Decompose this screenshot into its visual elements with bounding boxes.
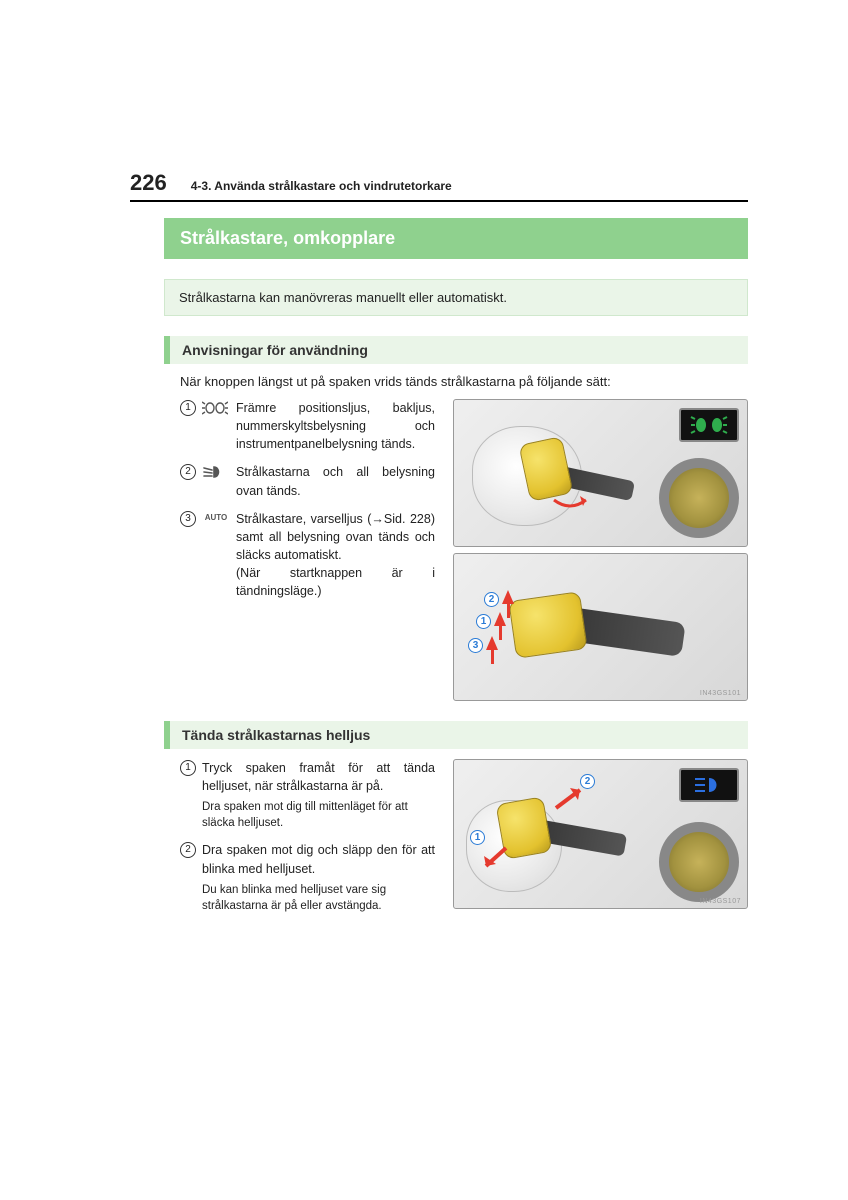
step-number-2: 2	[180, 842, 196, 858]
figure-stalk-positions: 2 1 3 IN43GS101	[453, 553, 748, 701]
section-title-bar: Strålkastare, omkopplare	[164, 218, 748, 259]
arrow-up-icon	[486, 636, 498, 650]
intro-box: Strålkastarna kan manövreras manuellt el…	[164, 279, 748, 316]
rotate-arrow-icon	[550, 486, 590, 510]
item-text: Tryck spaken framåt för att tända hellju…	[202, 759, 435, 795]
arrow-line	[499, 626, 502, 640]
step-number-3: 3	[180, 511, 196, 527]
figure-code: IN43GS107	[700, 898, 741, 905]
figure-highbeam: 1 2 IN43GS107	[453, 759, 748, 909]
arrow-push-icon	[550, 784, 590, 814]
section1-figures: 2 1 3 IN43GS101	[453, 399, 748, 701]
chapter-title: 4-3. Använda strålkastare och vindruteto…	[191, 179, 452, 193]
position-light-icon	[202, 399, 230, 453]
step-number-1: 1	[180, 760, 196, 776]
list-item: 2 Strålkastarna och all belysning ovan t…	[180, 463, 435, 499]
knob-graphic	[508, 591, 587, 658]
section2-text-column: 1 Tryck spaken framåt för att tända hell…	[180, 759, 435, 924]
callout-2: 2	[484, 592, 499, 607]
item-text: Dra spaken mot dig och släpp den för att…	[202, 841, 435, 877]
page-number: 226	[130, 170, 167, 196]
arrow-pull-icon	[480, 844, 514, 874]
figure-code: IN43GS101	[700, 690, 741, 697]
item-text: Främre positionsljus, bakljus, nummersky…	[236, 399, 435, 453]
section2-figures: 1 2 IN43GS107	[453, 759, 748, 924]
arrow-up-icon	[494, 612, 506, 626]
dash-indicator	[679, 408, 739, 442]
arrow-up-icon	[502, 590, 514, 604]
manual-page: 226 4-3. Använda strålkastare och vindru…	[0, 0, 848, 1004]
item-note: Du kan blinka med helljuset vare sig str…	[202, 882, 435, 914]
lead-text: När knoppen längst ut på spaken vrids tä…	[180, 374, 748, 389]
item-body: Dra spaken mot dig och släpp den för att…	[202, 841, 435, 913]
step-number-2: 2	[180, 464, 196, 480]
subheader-instructions: Anvisningar för användning	[164, 336, 748, 364]
callout-3: 3	[468, 638, 483, 653]
item-text: Strålkastare, varselljus (→Sid. 228) sam…	[236, 510, 435, 601]
list-item: 3 AUTO Strålkastare, varselljus (→Sid. 2…	[180, 510, 435, 601]
list-item: 2 Dra spaken mot dig och släpp den för a…	[180, 841, 435, 913]
arrow-line	[491, 650, 494, 664]
list-item: 1 Tryck spaken framåt för att tända hell…	[180, 759, 435, 831]
steering-wheel-graphic	[659, 822, 739, 902]
item3-line1: Strålkastare, varselljus (→Sid. 228) sam…	[236, 512, 435, 562]
list-item: 1 Främre positionsljus, bakljus, nummers…	[180, 399, 435, 453]
section1-text-column: 1 Främre positionsljus, bakljus, nummers…	[180, 399, 435, 701]
dash-indicator	[679, 768, 739, 802]
steering-wheel-graphic	[659, 458, 739, 538]
subheader-highbeam: Tända strålkastarnas helljus	[164, 721, 748, 749]
figure-stalk-rotate	[453, 399, 748, 547]
step-number-1: 1	[180, 400, 196, 416]
item-note: Dra spaken mot dig till mittenläget för …	[202, 799, 435, 831]
low-beam-icon	[202, 463, 230, 499]
arrow-line	[507, 604, 510, 618]
callout-1: 1	[476, 614, 491, 629]
auto-icon: AUTO	[202, 510, 230, 601]
section1-content: 1 Främre positionsljus, bakljus, nummers…	[180, 399, 748, 701]
page-header: 226 4-3. Använda strålkastare och vindru…	[130, 170, 748, 202]
item-text: Strålkastarna och all belysning ovan tän…	[236, 463, 435, 499]
item-body: Tryck spaken framåt för att tända hellju…	[202, 759, 435, 831]
item3-line2: (När startknappen är i tändningsläge.)	[236, 566, 435, 598]
section2-content: 1 Tryck spaken framåt för att tända hell…	[180, 759, 748, 924]
callout-1: 1	[470, 830, 485, 845]
